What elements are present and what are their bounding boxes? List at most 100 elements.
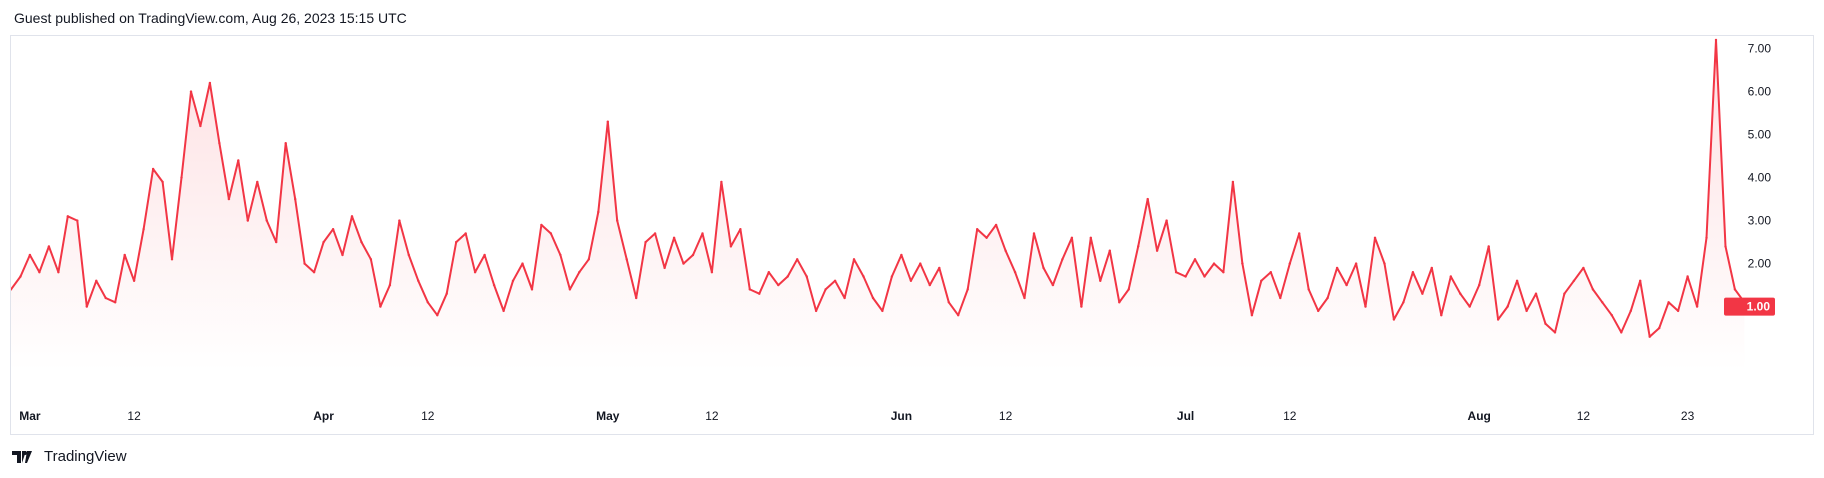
plot-area: [9, 38, 1746, 371]
data-point: [1354, 262, 1358, 265]
x-tick-label: 12: [999, 409, 1013, 423]
data-point: [805, 275, 808, 278]
last-value-label: 1.00: [1747, 300, 1771, 314]
data-point: [729, 245, 733, 248]
data-point: [9, 288, 13, 291]
volume-area-chart[interactable]: 7.006.005.004.003.002.001.00 Mar 12 Apr 12 M…: [9, 36, 1813, 434]
data-point: [47, 245, 51, 248]
data-point: [275, 240, 278, 244]
data-point: [1705, 236, 1708, 239]
data-point: [312, 271, 316, 274]
data-point: [1193, 258, 1197, 261]
data-point: [237, 159, 240, 162]
data-point: [1572, 279, 1576, 282]
y-tick-label: 2.00: [1748, 257, 1772, 271]
data-point: [1714, 38, 1718, 42]
data-point: [1658, 326, 1661, 330]
data-point: [1004, 249, 1007, 252]
x-tick-label: Apr: [313, 409, 334, 423]
data-point: [1506, 305, 1509, 308]
data-point: [530, 288, 534, 291]
data-point: [843, 296, 846, 300]
data-point: [1099, 279, 1102, 282]
last-value-badge: [1724, 297, 1775, 316]
data-point: [1307, 288, 1310, 291]
data-point: [1241, 262, 1244, 265]
data-point: [1544, 322, 1547, 325]
data-point: [748, 288, 751, 291]
x-tick-label: Mar: [19, 409, 41, 423]
data-point: [1089, 236, 1093, 239]
data-point: [473, 271, 477, 274]
data-point: [199, 124, 202, 128]
tradingview-logo-icon[interactable]: [12, 450, 38, 464]
data-point: [900, 253, 903, 257]
series-area-fill: [11, 40, 1745, 371]
y-tick-label: 4.00: [1748, 171, 1772, 185]
data-point: [227, 197, 231, 201]
data-point: [57, 271, 60, 274]
data-point: [1335, 266, 1339, 270]
data-point: [549, 232, 553, 235]
data-point: [1137, 245, 1140, 248]
data-point: [653, 232, 657, 235]
x-tick-label: 12: [705, 409, 719, 423]
data-point: [1326, 296, 1329, 300]
data-point: [1383, 262, 1386, 265]
data-point: [1478, 283, 1481, 287]
data-point: [663, 266, 666, 270]
data-point: [1392, 318, 1396, 321]
data-point: [1118, 301, 1121, 304]
data-point: [360, 240, 363, 244]
data-point: [1686, 275, 1689, 278]
data-point: [265, 219, 268, 222]
data-point: [758, 292, 761, 295]
data-point: [1629, 309, 1633, 313]
y-tick-label: 5.00: [1748, 128, 1772, 142]
data-point: [294, 197, 297, 201]
data-point: [597, 210, 600, 214]
y-tick-label: 7.00: [1748, 42, 1772, 56]
data-point: [388, 283, 392, 287]
data-point: [616, 219, 619, 222]
data-point: [957, 314, 960, 317]
brand-name: TradingView: [44, 448, 127, 465]
data-point: [1146, 197, 1149, 201]
x-tick-label: Jul: [1177, 409, 1194, 423]
data-point: [303, 262, 306, 265]
data-point: [284, 142, 287, 145]
data-point: [852, 258, 856, 261]
x-tick-label: Aug: [1468, 409, 1491, 423]
data-point: [1459, 292, 1462, 295]
data-point: [1525, 309, 1528, 313]
data-point: [1269, 271, 1273, 274]
data-point: [1184, 275, 1187, 278]
data-point: [833, 279, 837, 282]
x-tick-label: 12: [127, 409, 141, 423]
data-point: [1288, 262, 1292, 265]
x-tick-label: 12: [1577, 409, 1591, 423]
data-point: [417, 279, 420, 282]
data-point: [814, 309, 818, 313]
data-point: [1667, 301, 1670, 304]
data-point: [38, 271, 41, 274]
data-point: [1496, 318, 1500, 321]
data-point: [1013, 271, 1017, 274]
data-point: [672, 236, 676, 239]
data-point: [483, 253, 486, 257]
data-point: [985, 236, 988, 239]
data-point: [786, 275, 789, 278]
data-point: [739, 228, 742, 231]
data-point: [767, 271, 770, 274]
data-point: [1440, 314, 1443, 317]
data-point: [1553, 331, 1557, 334]
published-caption: Guest published on TradingView.com, Aug …: [14, 10, 407, 26]
data-point: [881, 309, 884, 313]
data-point: [909, 279, 913, 282]
data-point: [208, 81, 212, 85]
data-point: [151, 167, 155, 171]
data-point: [625, 258, 628, 261]
data-point: [644, 240, 647, 244]
data-point: [521, 262, 524, 265]
data-point: [1080, 305, 1083, 308]
